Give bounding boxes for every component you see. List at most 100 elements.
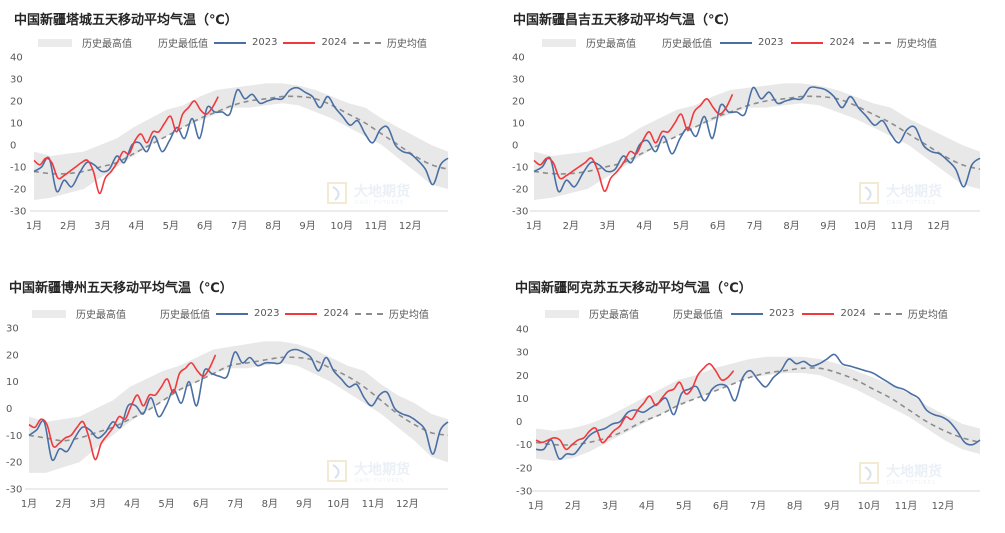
y-tick-label: 20: [512, 97, 525, 108]
chart-legend: 历史最高值 历史最低值 2023 2024 历史均值: [38, 35, 443, 50]
legend-swatch-2024: [791, 41, 824, 44]
svg-text:DADI FUTURES: DADI FUTURES: [887, 200, 936, 206]
x-tick-label: 4月: [124, 498, 140, 510]
x-tick-label: 11月: [891, 220, 914, 232]
legend-label-2023: 2023: [758, 37, 784, 48]
legend-label-2023: 2023: [252, 37, 278, 48]
series-2023-line: [33, 86, 449, 193]
historical-range-band: [29, 341, 448, 473]
chart-panel-tacheng: 中国新疆塔城五天移动平均气温（℃） 历史最高值 历史最低值 2023 2024 …: [0, 0, 502, 266]
y-tick-label: -20: [512, 185, 528, 196]
y-tick-label: 30: [512, 75, 525, 86]
y-tick-label: -10: [6, 431, 22, 442]
series-2023-line: [535, 353, 981, 460]
x-tick-label: 7月: [750, 500, 766, 512]
legend-label-hist-avg: 历史均值: [388, 310, 429, 321]
y-tick-label: 10: [10, 119, 23, 130]
x-tick-label: 10月: [854, 220, 877, 232]
x-tick-label: 9月: [824, 500, 840, 512]
y-tick-label: 10: [516, 394, 529, 405]
x-tick-label: 8月: [783, 220, 799, 232]
legend-swatch-2023: [214, 41, 246, 44]
historical-range-band: [34, 83, 448, 200]
x-tick-label: 9月: [820, 220, 836, 232]
legend-swatch-hist-avg: [873, 312, 902, 315]
x-tick-label: 5月: [673, 220, 689, 232]
legend-label-hist-avg: 历史均值: [896, 39, 937, 50]
x-tick-label: 9月: [296, 498, 312, 510]
x-tick-label: 2月: [60, 220, 76, 232]
series-hist-avg-line: [533, 95, 981, 175]
x-tick-label: 12月: [932, 500, 955, 512]
x-tick-label: 4月: [639, 500, 655, 512]
chart-panel-changji: 中国新疆昌吉五天移动平均气温（℃） 历史最高值 历史最低值 2023 2024 …: [502, 0, 1005, 266]
legend-label-2024: 2024: [323, 308, 349, 319]
x-tick-label: 5月: [676, 500, 692, 512]
svg-text:DADI FUTURES: DADI FUTURES: [355, 200, 404, 206]
y-tick-label: -20: [10, 185, 26, 196]
x-tick-label: 11月: [365, 220, 388, 232]
series-2023-line: [28, 348, 449, 462]
x-tick-label: 3月: [599, 220, 615, 232]
y-tick-label: 20: [516, 371, 529, 382]
legend-label-hist-min: 历史最低值: [158, 39, 208, 50]
legend-label-2024: 2024: [829, 37, 855, 48]
x-tick-label: 8月: [262, 498, 278, 510]
legend-label-hist-min: 历史最低值: [673, 310, 723, 321]
series-2024-line: [533, 94, 734, 192]
y-tick-label: 10: [512, 119, 525, 130]
x-tick-label: 10月: [327, 498, 350, 510]
x-tick-label: 2月: [565, 500, 581, 512]
x-tick-label: 10月: [858, 500, 881, 512]
series-2023-line: [533, 86, 981, 193]
y-tick-label: 0: [10, 141, 16, 152]
y-tick-label: 20: [10, 97, 23, 108]
x-tick-label: 9月: [299, 220, 315, 232]
x-tick-label: 4月: [636, 220, 652, 232]
y-tick-label: 40: [512, 53, 525, 64]
legend-swatch-hist-max: [542, 38, 576, 47]
y-tick-label: -30: [512, 207, 528, 218]
y-tick-label: 30: [10, 75, 23, 86]
legend-swatch-2024: [283, 41, 316, 44]
historical-range-band: [536, 356, 980, 461]
x-tick-label: 6月: [197, 220, 213, 232]
legend-label-hist-avg: 历史均值: [907, 310, 948, 321]
x-tick-label: 2月: [55, 498, 71, 510]
chart-legend: 历史最高值 历史最低值 2023 2024 历史均值: [545, 306, 964, 321]
legend-label-2023: 2023: [769, 308, 795, 319]
legend-swatch-2023: [216, 312, 248, 315]
legend-swatch-2023: [731, 312, 763, 315]
legend-label-2024: 2024: [321, 37, 347, 48]
x-tick-label: 3月: [94, 220, 110, 232]
x-tick-label: 2月: [563, 220, 579, 232]
legend-label-hist-max: 历史最高值: [82, 39, 132, 50]
legend-swatch-hist-avg: [352, 41, 381, 44]
y-tick-label: 40: [516, 325, 529, 336]
chart-panel-aksu: 中国新疆阿克苏五天移动平均气温（℃） 历史最高值 历史最低值 2023 2024…: [502, 266, 1005, 533]
x-tick-label: 7月: [747, 220, 763, 232]
legend-swatch-hist-avg: [862, 41, 891, 44]
x-tick-label: 5月: [158, 498, 174, 510]
y-tick-label: 20: [6, 350, 19, 361]
chart-title: 中国新疆阿克苏五天移动平均气温（℃）: [515, 281, 752, 296]
legend-label-2023: 2023: [254, 308, 280, 319]
y-tick-label: -20: [6, 458, 22, 469]
legend-label-2024: 2024: [840, 308, 866, 319]
x-tick-label: 6月: [710, 220, 726, 232]
chart-legend: 历史最高值 历史最低值 2023 2024 历史均值: [542, 35, 953, 50]
x-tick-label: 10月: [330, 220, 353, 232]
legend-swatch-2024: [802, 312, 835, 315]
svg-text:大地期货: 大地期货: [886, 463, 942, 480]
y-tick-label: 30: [516, 348, 529, 359]
x-tick-label: 3月: [602, 500, 618, 512]
x-tick-label: 4月: [128, 220, 144, 232]
x-tick-label: 11月: [895, 500, 918, 512]
legend-label-hist-min: 历史最低值: [160, 310, 210, 321]
legend-label-hist-max: 历史最高值: [76, 310, 126, 321]
